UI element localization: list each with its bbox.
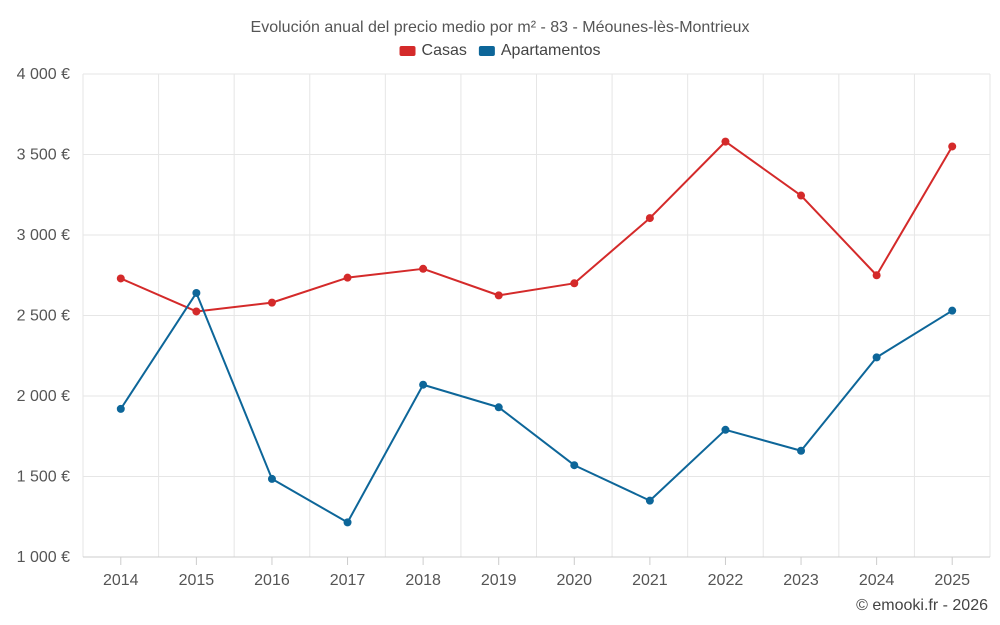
- legend-item-apartamentos: Apartamentos: [478, 42, 601, 59]
- data-point-apartamentos: [267, 474, 276, 483]
- x-tick-label: 2016: [254, 572, 290, 589]
- chart-title: Evolución anual del precio medio por m² …: [251, 19, 750, 36]
- x-tick-label: 2015: [179, 572, 215, 589]
- x-tick-label: 2025: [934, 572, 970, 589]
- y-axis-ticks: 1 000 € 1 500 € 2 000 € 2 500 € 3 000 € 3 500…: [17, 66, 70, 566]
- data-point-casas: [343, 273, 352, 282]
- data-point-apartamentos: [192, 288, 201, 297]
- x-tick-label: 2023: [783, 572, 819, 589]
- data-point-casas: [267, 298, 276, 307]
- y-tick-label: 2 500 €: [17, 308, 70, 325]
- data-point-apartamentos: [797, 446, 806, 455]
- data-point-apartamentos: [645, 496, 654, 505]
- data-point-apartamentos: [116, 404, 125, 413]
- y-tick-label: 1 000 €: [17, 549, 70, 566]
- data-point-apartamentos: [343, 518, 352, 527]
- data-point-apartamentos: [948, 306, 957, 315]
- y-tick-label: 3 500 €: [17, 147, 70, 164]
- legend-item-casas: Casas: [399, 42, 467, 59]
- data-point-apartamentos: [494, 403, 503, 412]
- series-line-apartamentos: [119, 291, 953, 524]
- data-point-casas: [494, 291, 503, 300]
- data-point-casas: [645, 214, 654, 223]
- x-tick-label: 2019: [481, 572, 517, 589]
- data-point-apartamentos: [872, 353, 881, 362]
- y-tick-label: 3 000 €: [17, 227, 70, 244]
- x-tick-label: 2024: [859, 572, 895, 589]
- x-axis-ticks: 2014 2015 2016 2017 2018 2019 2020 2021 2022 2023…: [103, 557, 970, 589]
- legend-label: Apartamentos: [501, 42, 601, 59]
- legend: Casas Apartamentos: [399, 42, 601, 59]
- data-point-casas: [872, 271, 881, 280]
- data-point-apartamentos: [419, 380, 428, 389]
- x-tick-label: 2017: [330, 572, 366, 589]
- data-point-apartamentos: [721, 425, 730, 434]
- y-tick-label: 4 000 €: [17, 66, 70, 83]
- x-tick-label: 2014: [103, 572, 139, 589]
- x-tick-label: 2020: [556, 572, 592, 589]
- x-gridlines: [82, 74, 991, 557]
- legend-swatch: [478, 46, 495, 56]
- data-point-casas: [419, 264, 428, 273]
- series-casas: [116, 137, 957, 316]
- credit-text: © emooki.fr - 2026: [856, 597, 988, 614]
- legend-label: Casas: [422, 42, 467, 59]
- series-apartamentos: [116, 288, 957, 527]
- series-layer: [116, 137, 957, 527]
- x-tick-label: 2018: [405, 572, 441, 589]
- data-point-casas: [570, 279, 579, 288]
- legend-swatch: [399, 46, 416, 56]
- data-point-casas: [721, 137, 730, 146]
- x-tick-label: 2021: [632, 572, 668, 589]
- y-tick-label: 1 500 €: [17, 469, 70, 486]
- data-point-casas: [797, 191, 806, 200]
- data-point-apartamentos: [570, 461, 579, 470]
- data-point-casas: [948, 142, 957, 151]
- data-point-casas: [116, 274, 125, 283]
- series-line-casas: [120, 140, 954, 313]
- y-tick-label: 2 000 €: [17, 388, 70, 405]
- x-tick-label: 2022: [708, 572, 744, 589]
- data-point-casas: [192, 307, 201, 316]
